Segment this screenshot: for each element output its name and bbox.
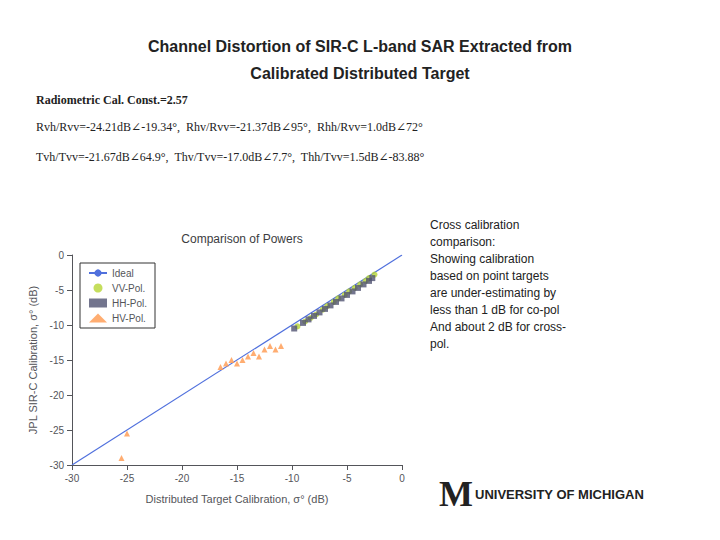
- svg-text:-5: -5: [343, 473, 352, 484]
- svg-text:Rvh/Rvv=-24.21dB∠-19.34°, Rhv: Rvh/Rvv=-24.21dB∠-19.34°, Rhv/Rvv=-21.37…: [36, 120, 423, 134]
- svg-text:And about 2 dB for cross-: And about 2 dB for cross-: [430, 320, 566, 334]
- svg-text:comparison:: comparison:: [430, 235, 495, 249]
- svg-text:less than 1 dB for co-pol: less than 1 dB for co-pol: [430, 303, 559, 317]
- svg-text:UNIVERSITY OF MICHIGAN: UNIVERSITY OF MICHIGAN: [475, 487, 644, 502]
- svg-text:-25: -25: [50, 425, 65, 436]
- svg-text:-10: -10: [285, 473, 300, 484]
- svg-text:-15: -15: [50, 355, 65, 366]
- svg-text:-25: -25: [120, 473, 135, 484]
- svg-text:M: M: [439, 474, 473, 514]
- svg-text:HH-Pol.: HH-Pol.: [112, 298, 147, 309]
- svg-text:-10: -10: [50, 320, 65, 331]
- svg-text:HV-Pol.: HV-Pol.: [112, 313, 146, 324]
- svg-text:JPL SIR-C Calibration, σ° (dB): JPL SIR-C Calibration, σ° (dB): [27, 286, 39, 434]
- svg-text:Showing calibration: Showing calibration: [430, 252, 534, 266]
- svg-text:Cross calibration: Cross calibration: [430, 218, 519, 232]
- svg-text:-20: -20: [50, 390, 65, 401]
- svg-text:are under-estimating by: are under-estimating by: [430, 286, 556, 300]
- svg-text:Comparison of Powers: Comparison of Powers: [181, 232, 302, 246]
- svg-text:-15: -15: [230, 473, 245, 484]
- svg-text:-30: -30: [50, 460, 65, 471]
- svg-text:Ideal: Ideal: [112, 268, 134, 279]
- svg-text:-20: -20: [175, 473, 190, 484]
- svg-text:0: 0: [399, 473, 405, 484]
- svg-text:Tvh/Tvv=-21.67dB∠64.9°, Thv/T: Tvh/Tvv=-21.67dB∠64.9°, Thv/Tvv=-17.0dB∠…: [36, 150, 425, 164]
- svg-text:VV-Pol.: VV-Pol.: [112, 283, 145, 294]
- svg-text:Radiometric Cal. Const.=2.57: Radiometric Cal. Const.=2.57: [36, 93, 188, 107]
- svg-text:Channel Distortion of SIR-C L-: Channel Distortion of SIR-C L-band SAR E…: [148, 38, 572, 55]
- svg-text:Calibrated Distributed Target: Calibrated Distributed Target: [250, 65, 470, 82]
- svg-text:based on point targets: based on point targets: [430, 269, 549, 283]
- svg-text:Distributed Target Calibration: Distributed Target Calibration, σ° (dB): [146, 493, 329, 505]
- svg-text:0: 0: [58, 250, 64, 261]
- svg-text:pol.: pol.: [430, 337, 449, 351]
- svg-text:-5: -5: [55, 285, 64, 296]
- svg-text:-30: -30: [65, 473, 80, 484]
